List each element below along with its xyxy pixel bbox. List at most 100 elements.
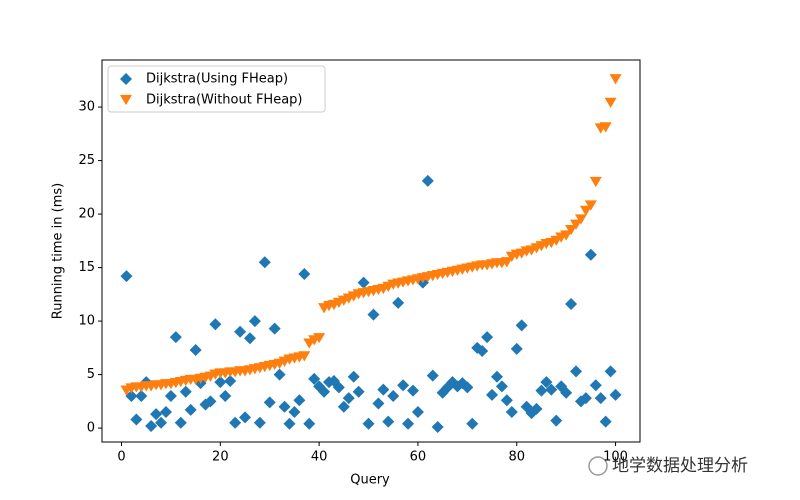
y-tick-label: 10 [78, 314, 95, 329]
point [239, 411, 252, 424]
point [278, 400, 291, 413]
x-axis-label: Query [350, 473, 390, 488]
point [481, 331, 494, 344]
point [130, 413, 143, 426]
y-axis-label: Running time in (ms) [51, 183, 66, 319]
point [214, 376, 227, 389]
point [313, 333, 326, 344]
y-tick-label: 5 [87, 367, 95, 382]
y-tick-label: 25 [78, 153, 95, 168]
point [431, 421, 444, 434]
x-tick-label: 60 [410, 450, 427, 465]
point [565, 297, 578, 310]
point [486, 388, 499, 401]
point [530, 402, 543, 415]
point [145, 419, 158, 432]
x-tick-label: 40 [311, 450, 328, 465]
point [224, 375, 237, 388]
point [243, 332, 256, 345]
point [258, 256, 271, 269]
point [209, 318, 222, 331]
point [298, 268, 311, 281]
legend-marker [120, 73, 132, 85]
point [219, 389, 232, 402]
point [288, 406, 301, 419]
point [234, 325, 247, 338]
point [159, 406, 172, 419]
point [273, 368, 286, 381]
point [495, 380, 508, 393]
point [362, 417, 375, 430]
point [579, 205, 592, 216]
point [500, 394, 513, 407]
point [298, 351, 311, 362]
point [540, 376, 553, 389]
point [599, 122, 612, 133]
point [155, 416, 168, 429]
point [411, 406, 424, 419]
y-tick-label: 30 [78, 100, 95, 115]
point [510, 342, 523, 355]
point [392, 296, 405, 309]
point [352, 385, 365, 398]
point [303, 417, 316, 430]
point [263, 396, 276, 409]
point [574, 214, 587, 225]
plot-frame [101, 59, 641, 443]
point [377, 383, 390, 396]
point [174, 416, 187, 429]
point [535, 384, 548, 397]
point [461, 381, 474, 394]
point [293, 394, 306, 407]
legend-label: Dijkstra(Without FHeap) [146, 93, 303, 108]
point [560, 230, 573, 241]
point [120, 270, 133, 283]
x-tick-label: 0 [117, 450, 125, 465]
point [589, 176, 602, 188]
point [550, 414, 563, 427]
point [318, 385, 331, 398]
point [426, 369, 439, 382]
y-tick-label: 15 [78, 260, 95, 275]
point [204, 395, 217, 408]
legend-marker [120, 94, 132, 106]
point [372, 397, 385, 410]
point [135, 389, 148, 402]
point [570, 365, 583, 378]
point [283, 417, 296, 430]
point [406, 384, 419, 397]
point [604, 97, 617, 108]
point [342, 392, 355, 405]
point [421, 174, 434, 187]
point [570, 219, 583, 230]
point [466, 417, 479, 430]
x-tick-label: 20 [212, 450, 229, 465]
point [604, 365, 617, 378]
point [184, 403, 197, 416]
legend-box [107, 65, 326, 113]
point [584, 200, 597, 211]
point [599, 415, 612, 428]
point [268, 322, 281, 335]
x-tick-label: 80 [508, 450, 525, 465]
point [545, 383, 558, 396]
point [589, 379, 602, 392]
y-tick-label: 20 [78, 207, 95, 222]
point [169, 331, 182, 344]
y-tick-label: 0 [87, 421, 95, 436]
point [490, 370, 503, 383]
point [500, 257, 513, 268]
point [515, 319, 528, 332]
point [337, 400, 350, 413]
point [189, 343, 202, 356]
point [332, 381, 345, 394]
point [347, 370, 360, 383]
point [357, 276, 370, 289]
point [565, 225, 578, 236]
point [229, 416, 242, 429]
point [584, 248, 597, 261]
point [382, 415, 395, 428]
point [164, 389, 177, 402]
point [594, 392, 607, 405]
